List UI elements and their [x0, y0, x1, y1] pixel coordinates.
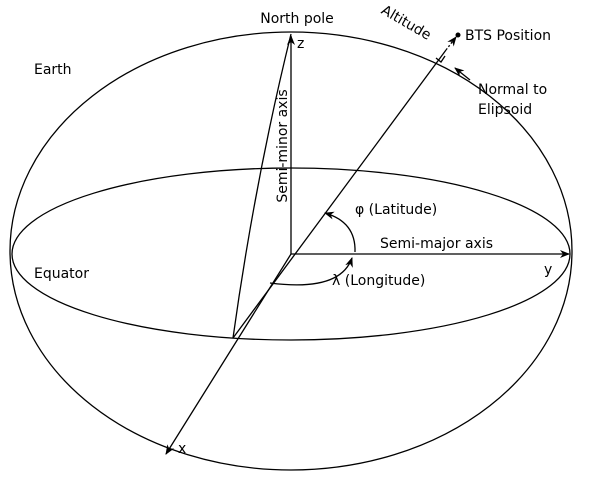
- bts-point: [455, 32, 461, 38]
- normal-line: [232, 49, 447, 339]
- label: Equator: [34, 266, 89, 282]
- right-angle: [435, 55, 446, 63]
- label: Normal to: [478, 82, 547, 98]
- label: BTS Position: [465, 28, 551, 44]
- label: z: [297, 36, 304, 52]
- label: Earth: [34, 62, 72, 78]
- latitude-arc: [324, 211, 356, 253]
- meridian: [232, 33, 292, 339]
- label: y: [544, 262, 552, 278]
- label: Semi-major axis: [380, 236, 493, 252]
- normal-pointer: [454, 67, 471, 81]
- label: Semi-minor axis: [275, 89, 291, 202]
- label: Elipsoid: [478, 102, 532, 118]
- altitude-arrow: [445, 36, 457, 51]
- label: φ (Latitude): [355, 202, 437, 218]
- earth-ellipsoid: [9, 31, 573, 471]
- longitude-arc: [269, 257, 353, 286]
- label: North pole: [260, 11, 334, 27]
- label: Altitude: [378, 2, 433, 43]
- label: x: [178, 441, 186, 457]
- label: λ (Longitude): [332, 273, 425, 289]
